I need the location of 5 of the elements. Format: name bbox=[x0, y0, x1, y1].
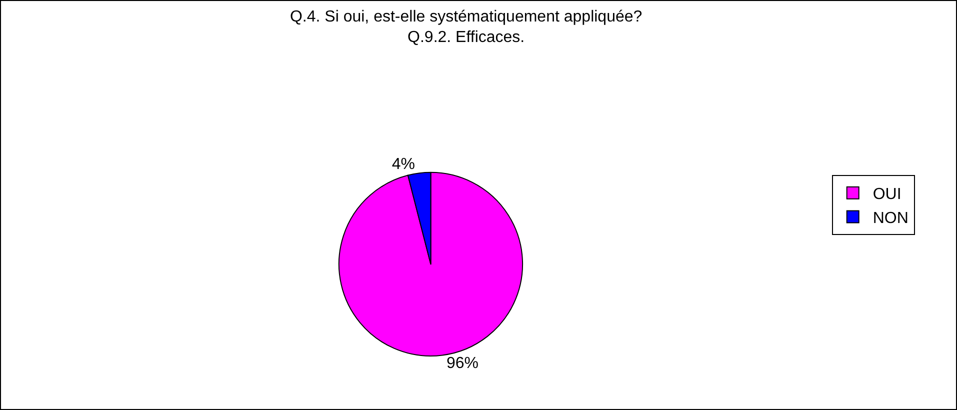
legend-label: OUI bbox=[872, 186, 902, 204]
data-label: 4% bbox=[392, 156, 415, 174]
data-label: 96% bbox=[446, 355, 479, 372]
chart-title: Q.4. Si oui, est-elle systématiquement appliquée? Q.9.2. Efficaces. bbox=[290, 8, 642, 46]
legend-label: NON bbox=[872, 210, 908, 227]
